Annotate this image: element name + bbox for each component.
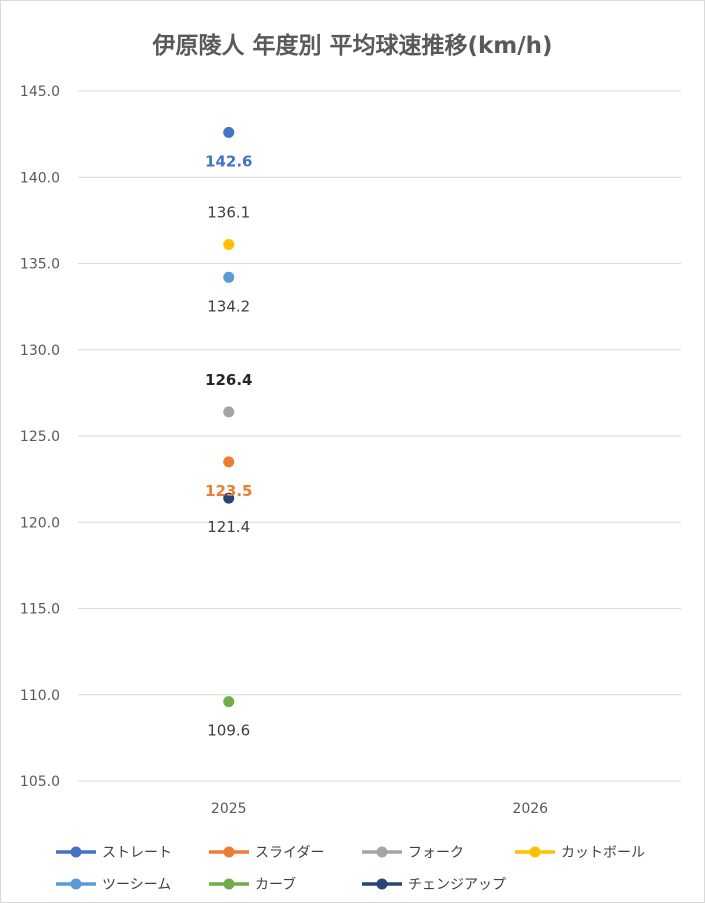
data-point <box>223 492 235 504</box>
legend-marker <box>70 878 82 890</box>
legend-item: カーブ <box>209 876 296 893</box>
data-label: 142.6 <box>205 152 252 170</box>
y-axis: 145.0 140.0 135.0 130.0 125.0 120.0 115.0 110.0… <box>20 84 60 790</box>
legend-label: ストレート <box>102 845 172 861</box>
data-point <box>223 406 235 418</box>
legend-marker <box>223 846 235 858</box>
data-point <box>223 239 235 251</box>
legend-label: カーブ <box>255 876 296 893</box>
legend-item: スライダー <box>209 845 324 861</box>
y-tick-label: 145.0 <box>20 84 60 100</box>
data-point <box>223 271 235 283</box>
y-tick-label: 120.0 <box>20 515 60 531</box>
x-axis: 2025 2026 <box>211 801 548 817</box>
y-tick-label: 135.0 <box>20 257 60 273</box>
y-tick-label: 110.0 <box>20 688 60 704</box>
legend-marker <box>376 878 388 890</box>
data-label: 126.4 <box>205 371 252 389</box>
data-point <box>223 126 235 138</box>
legend-label: フォーク <box>408 845 464 861</box>
data-label: 109.6 <box>207 722 250 740</box>
y-tick-label: 115.0 <box>20 602 60 618</box>
legend-label: チェンジアップ <box>408 877 506 893</box>
legend-label: カットボール <box>561 845 645 861</box>
y-tick-label: 140.0 <box>20 170 60 186</box>
data-label: 123.5 <box>205 482 252 500</box>
legend-item: フォーク <box>362 845 464 861</box>
chart-title: 伊原陵人 年度別 平均球速推移(km/h) <box>152 33 553 59</box>
data-point <box>223 696 235 708</box>
y-tick-label: 130.0 <box>20 343 60 359</box>
legend-label: スライダー <box>255 845 324 861</box>
legend-item: ツーシーム <box>56 877 171 893</box>
legend-marker <box>376 846 388 858</box>
x-tick-label: 2025 <box>211 801 247 817</box>
legend-marker <box>223 878 235 890</box>
y-tick-label: 105.0 <box>20 774 60 790</box>
legend-item: チェンジアップ <box>362 877 506 893</box>
y-tick-label: 125.0 <box>20 429 60 445</box>
data-label: 136.1 <box>207 204 250 222</box>
legend-item: ストレート <box>56 845 172 861</box>
legend-item: カットボール <box>515 845 645 861</box>
data-labels: 142.6 123.5 126.4 136.1 134.2 109.6 121.4 <box>205 152 252 739</box>
data-point <box>223 456 235 468</box>
gridlines <box>78 90 681 782</box>
legend-marker <box>529 846 541 858</box>
legend-marker <box>70 846 82 858</box>
x-tick-label: 2026 <box>512 801 548 817</box>
data-label: 134.2 <box>207 297 250 315</box>
data-points <box>223 126 235 708</box>
data-label: 121.4 <box>207 518 250 536</box>
legend-label: ツーシーム <box>102 877 171 893</box>
